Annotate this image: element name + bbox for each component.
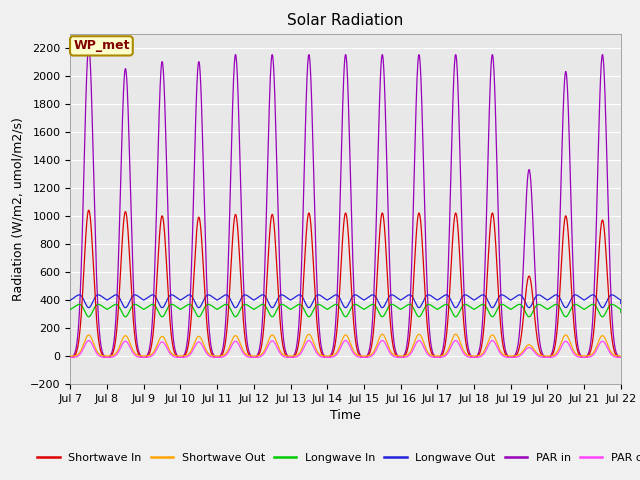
X-axis label: Time: Time bbox=[330, 409, 361, 422]
Legend: Shortwave In, Shortwave Out, Longwave In, Longwave Out, PAR in, PAR out: Shortwave In, Shortwave Out, Longwave In… bbox=[33, 449, 640, 468]
Title: Solar Radiation: Solar Radiation bbox=[287, 13, 404, 28]
Text: WP_met: WP_met bbox=[73, 39, 130, 52]
Y-axis label: Radiation (W/m2, umol/m2/s): Radiation (W/m2, umol/m2/s) bbox=[12, 117, 24, 301]
